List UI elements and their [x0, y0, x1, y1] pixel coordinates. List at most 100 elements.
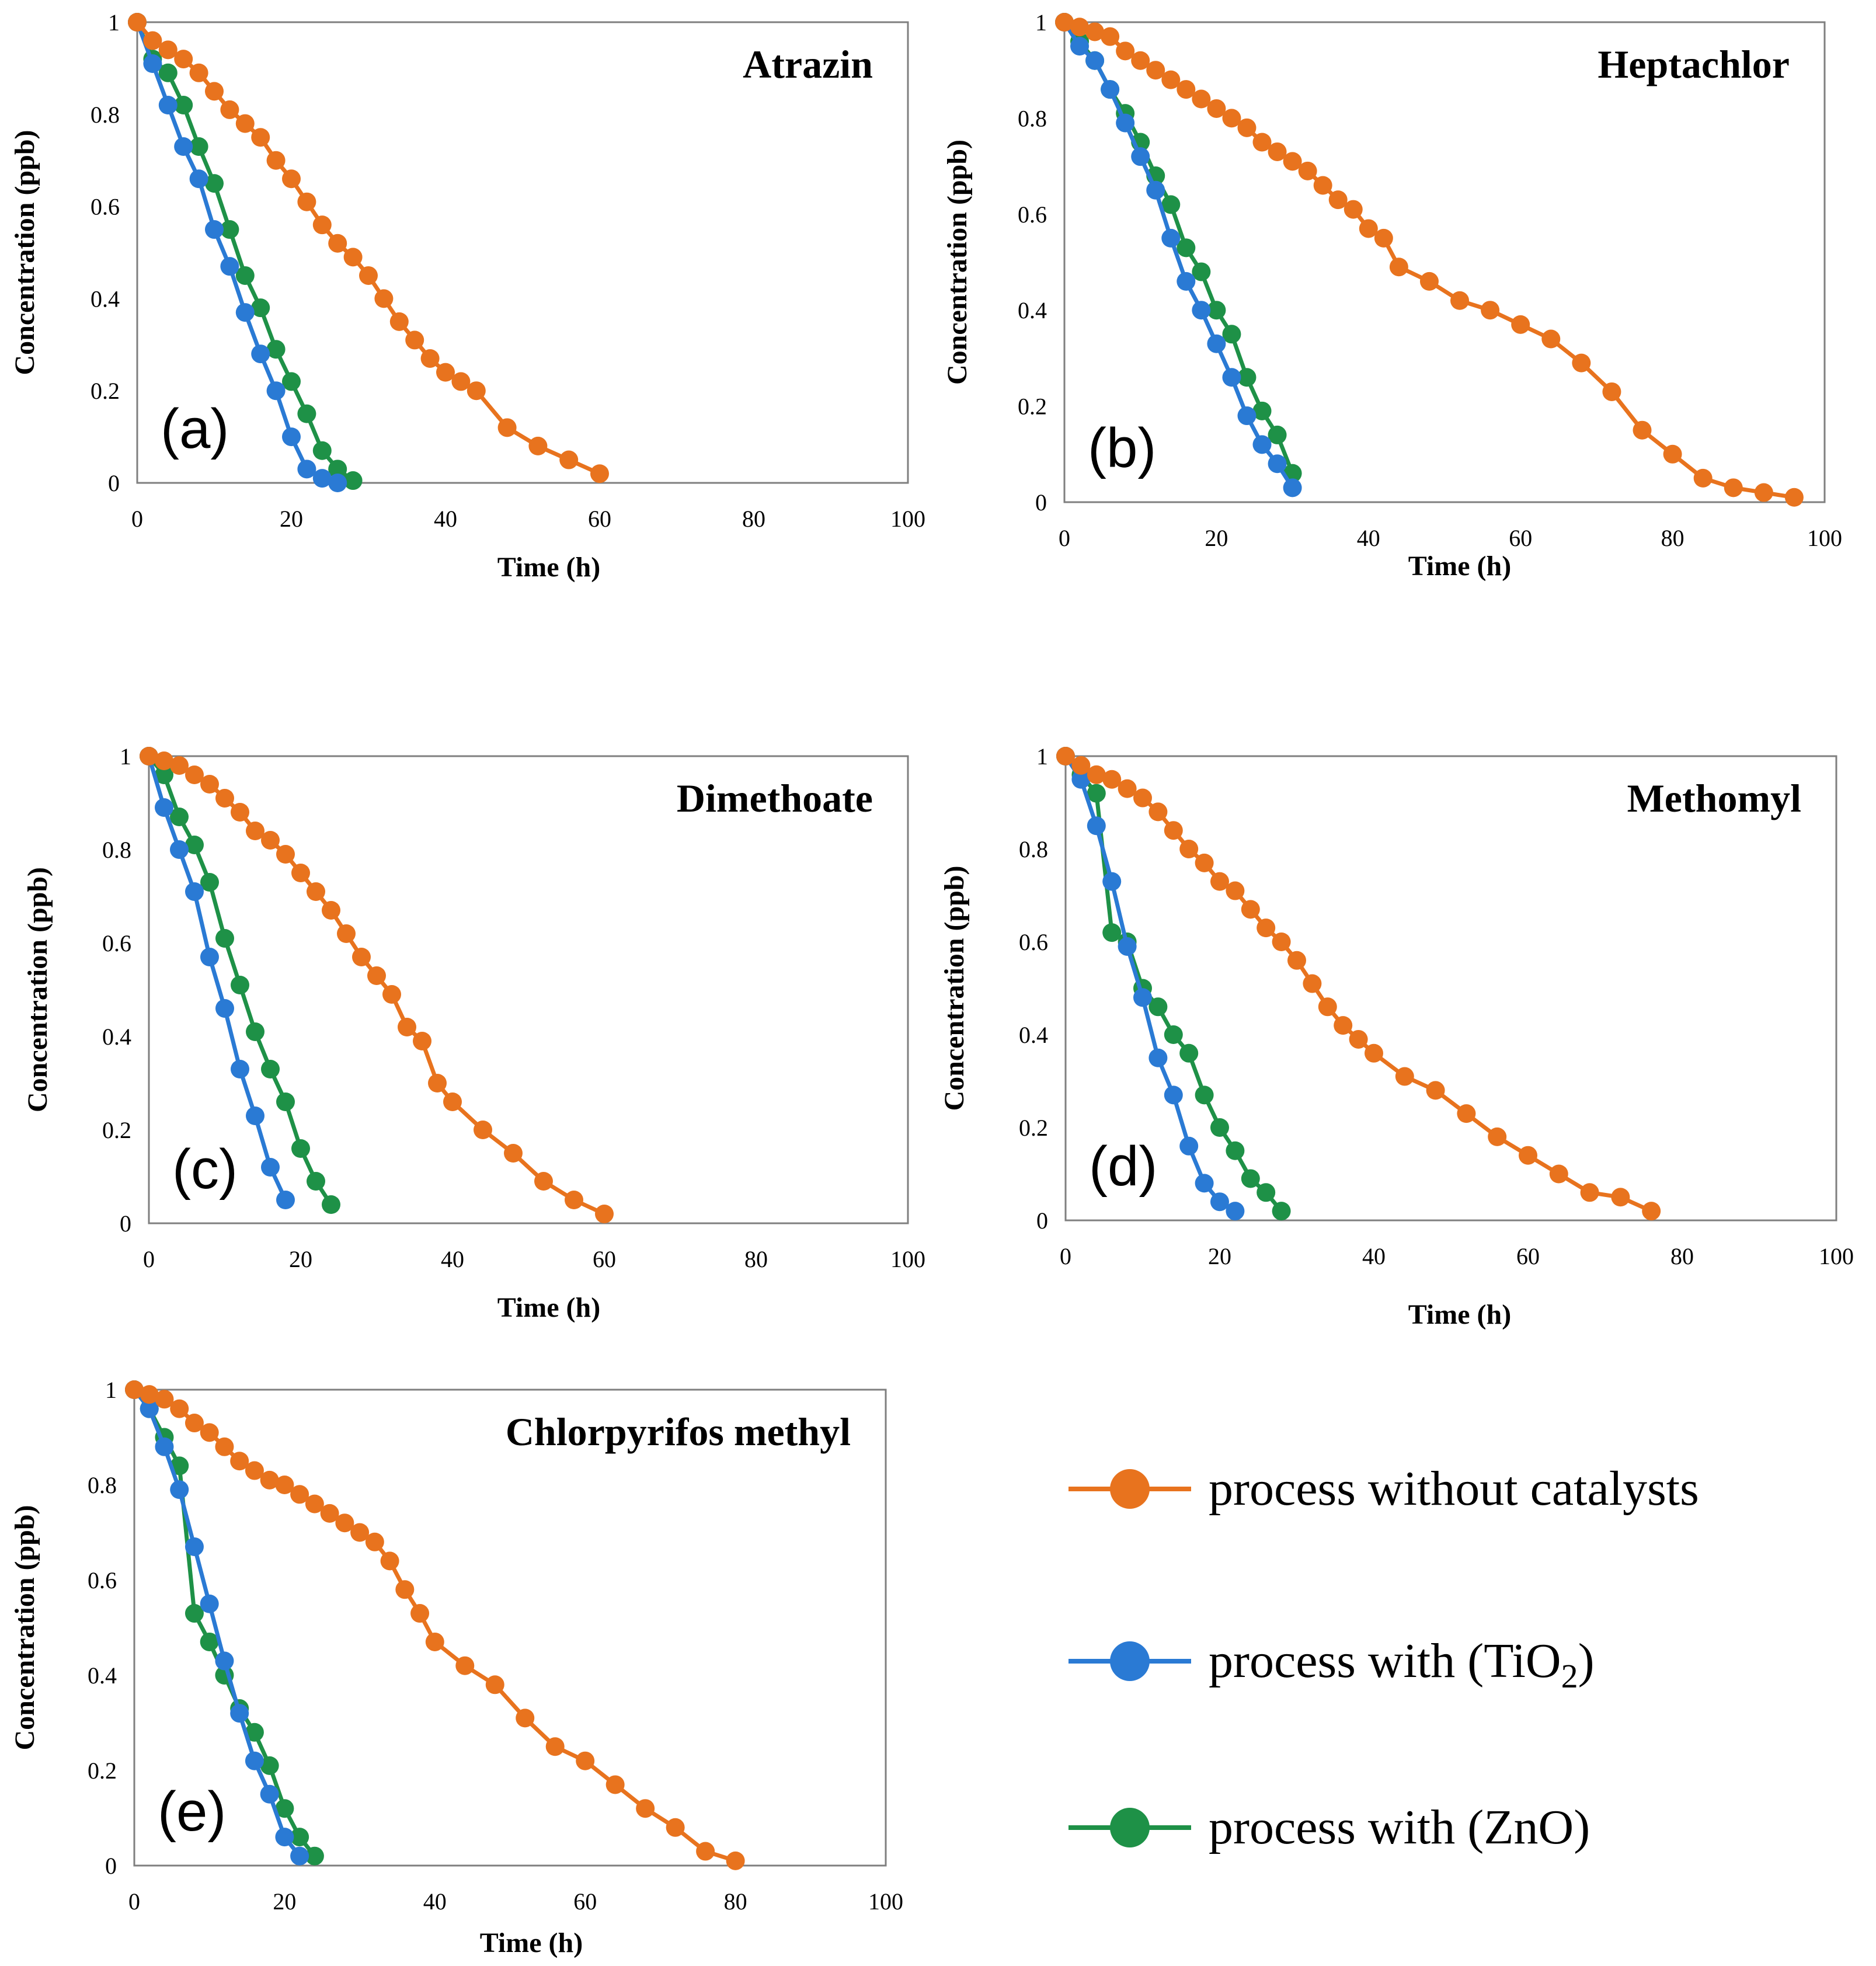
data-point-tio2	[260, 1784, 279, 1804]
legend-label-zno: process with (ZnO)	[1209, 1800, 1590, 1854]
data-point-zno	[328, 460, 347, 479]
data-point-zno	[305, 1846, 324, 1866]
data-point-none	[245, 1461, 264, 1480]
data-point-none	[443, 1092, 462, 1111]
data-point-tio2	[246, 1106, 264, 1125]
chart-c: 0 0.2 0.4 0.6 0.8 1 0 20 40 60 80 100 Time (h) Concen…	[22, 743, 925, 1323]
data-point-zno	[235, 266, 255, 285]
x-tick-label: 80	[724, 1888, 747, 1915]
data-point-none	[1133, 788, 1152, 808]
data-point-tio2	[200, 948, 219, 966]
x-tick-label: 20	[280, 506, 303, 532]
data-point-none	[1177, 80, 1196, 99]
y-tick-label: 0.4	[1018, 297, 1047, 323]
data-point-none	[1359, 219, 1378, 238]
data-point-none	[246, 822, 264, 840]
x-tick-label: 100	[890, 1246, 925, 1272]
data-point-none	[307, 882, 325, 901]
data-point-none	[413, 1032, 431, 1050]
y-tick-label: 0.4	[91, 286, 120, 312]
data-point-zno	[322, 1195, 340, 1214]
data-point-zno	[1252, 401, 1272, 420]
x-tick-label: 20	[1205, 525, 1228, 551]
data-point-none	[1419, 272, 1439, 291]
data-point-tio2	[185, 882, 204, 901]
series-none	[140, 747, 614, 1223]
data-point-zno	[185, 1604, 204, 1623]
data-point-tio2	[1116, 113, 1135, 133]
data-point-tio2	[1085, 51, 1105, 70]
legend-item-zno: process with (ZnO)	[1068, 1800, 1590, 1854]
series-none	[125, 1380, 745, 1870]
data-point-none	[170, 756, 189, 775]
data-point-none	[282, 169, 301, 189]
data-point-none	[290, 1485, 309, 1504]
data-point-tio2	[266, 381, 286, 401]
legend-marker-none	[1110, 1469, 1150, 1509]
data-point-none	[425, 1632, 444, 1651]
data-point-none	[158, 40, 177, 60]
data-point-none	[1511, 315, 1530, 334]
data-point-zno	[1237, 368, 1257, 387]
data-point-none	[174, 50, 193, 69]
data-point-tio2	[1195, 1174, 1214, 1193]
data-point-tio2	[155, 798, 173, 817]
data-point-zno	[312, 441, 332, 460]
data-point-zno	[1195, 1085, 1214, 1105]
x-tick-label: 100	[890, 506, 925, 532]
data-point-none	[125, 1380, 144, 1399]
data-point-none	[1481, 301, 1500, 320]
data-point-none	[1161, 70, 1181, 89]
chart-e: 0 0.2 0.4 0.6 0.8 1 0 20 40 60 80 100 Time (h) Concen…	[9, 1377, 903, 1958]
data-point-none	[1693, 468, 1713, 488]
y-tick-label: 0.8	[1018, 105, 1047, 131]
data-point-zno	[1222, 325, 1241, 344]
data-point-none	[1116, 41, 1135, 61]
data-point-none	[297, 192, 316, 211]
data-point-none	[215, 789, 234, 808]
data-point-none	[559, 450, 579, 469]
data-point-none	[352, 948, 371, 966]
data-point-none	[275, 1476, 294, 1494]
data-point-zno	[1210, 1118, 1229, 1137]
series-line-tio2	[147, 756, 288, 1201]
data-point-tio2	[1131, 147, 1150, 166]
data-point-none	[1488, 1127, 1507, 1146]
data-point-zno	[275, 1799, 294, 1818]
data-point-none	[1101, 27, 1120, 46]
x-tick-label: 20	[289, 1246, 312, 1272]
data-point-zno	[231, 976, 249, 994]
data-point-none	[1268, 142, 1287, 161]
data-point-none	[1241, 900, 1260, 919]
data-point-tio2	[1101, 80, 1120, 99]
data-point-tio2	[1118, 937, 1137, 956]
data-point-zno	[155, 765, 173, 784]
data-point-tio2	[200, 1594, 219, 1613]
data-point-none	[1519, 1146, 1537, 1165]
data-point-tio2	[1133, 988, 1152, 1007]
data-point-none	[328, 234, 347, 253]
y-tick-label: 0.4	[1019, 1022, 1048, 1048]
legend-item-none: process without catalysts	[1068, 1462, 1699, 1516]
data-point-tio2	[245, 1751, 264, 1770]
x-tick-label: 0	[1060, 1243, 1071, 1269]
plot-frame	[136, 21, 909, 484]
data-point-none	[1257, 918, 1276, 938]
y-tick-label: 0.4	[88, 1662, 117, 1689]
data-point-none	[1365, 1043, 1383, 1063]
y-tick-label: 0	[1036, 1208, 1048, 1234]
data-point-none	[382, 985, 401, 1004]
y-tick-label: 1	[1035, 9, 1047, 36]
data-point-none	[1344, 200, 1363, 219]
data-point-none	[189, 63, 208, 82]
data-point-none	[200, 775, 219, 794]
data-point-none	[1328, 190, 1348, 210]
y-tick-label: 0.2	[88, 1758, 117, 1784]
data-point-tio2	[1207, 334, 1226, 353]
y-tick-label: 0.6	[1019, 929, 1048, 955]
y-tick-label: 0	[105, 1853, 117, 1879]
y-tick-label: 0.2	[91, 378, 120, 404]
x-tick-label: 60	[573, 1888, 597, 1915]
data-point-none	[389, 312, 409, 331]
